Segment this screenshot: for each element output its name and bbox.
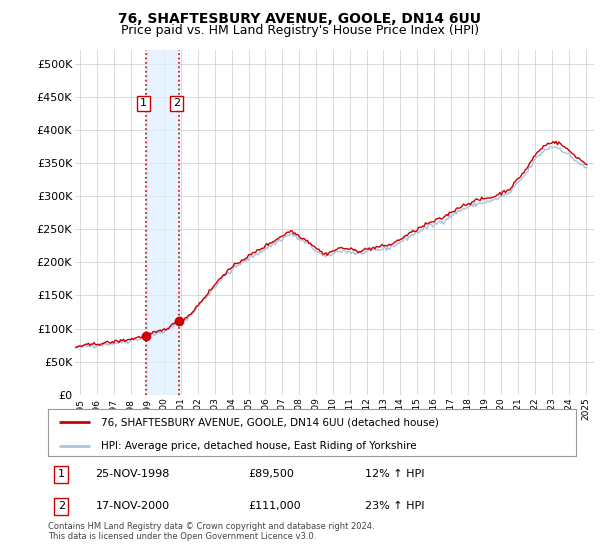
- Text: Contains HM Land Registry data © Crown copyright and database right 2024.
This d: Contains HM Land Registry data © Crown c…: [48, 522, 374, 542]
- Text: 17-NOV-2000: 17-NOV-2000: [95, 501, 170, 511]
- Text: 76, SHAFTESBURY AVENUE, GOOLE, DN14 6UU: 76, SHAFTESBURY AVENUE, GOOLE, DN14 6UU: [119, 12, 482, 26]
- Bar: [146, 50, 179, 395]
- Text: 2: 2: [173, 99, 180, 109]
- Text: 25-NOV-1998: 25-NOV-1998: [95, 469, 170, 479]
- Text: 2: 2: [58, 501, 65, 511]
- Text: £111,000: £111,000: [248, 501, 301, 511]
- Text: 1: 1: [140, 99, 147, 109]
- Text: 12% ↑ HPI: 12% ↑ HPI: [365, 469, 424, 479]
- Text: Price paid vs. HM Land Registry's House Price Index (HPI): Price paid vs. HM Land Registry's House …: [121, 24, 479, 37]
- Text: 1: 1: [58, 469, 65, 479]
- Text: HPI: Average price, detached house, East Riding of Yorkshire: HPI: Average price, detached house, East…: [101, 441, 416, 451]
- Text: 76, SHAFTESBURY AVENUE, GOOLE, DN14 6UU (detached house): 76, SHAFTESBURY AVENUE, GOOLE, DN14 6UU …: [101, 417, 439, 427]
- Text: £89,500: £89,500: [248, 469, 295, 479]
- Text: 23% ↑ HPI: 23% ↑ HPI: [365, 501, 424, 511]
